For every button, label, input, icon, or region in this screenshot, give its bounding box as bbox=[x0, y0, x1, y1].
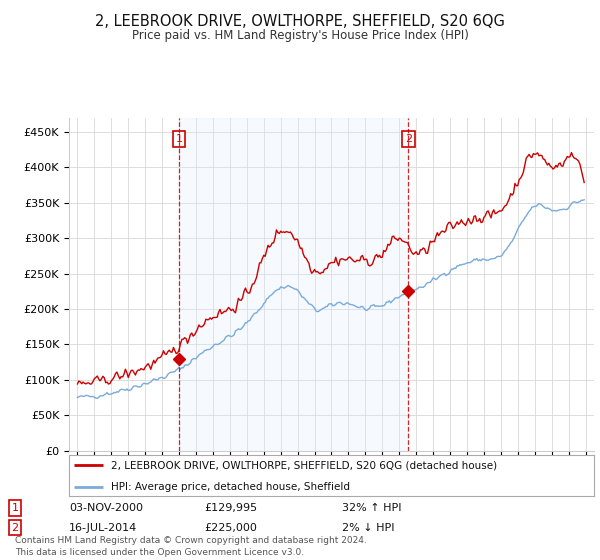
Text: 2: 2 bbox=[405, 134, 412, 144]
Text: 32% ↑ HPI: 32% ↑ HPI bbox=[342, 503, 401, 513]
Text: 1: 1 bbox=[176, 134, 182, 144]
Text: Contains HM Land Registry data © Crown copyright and database right 2024.
This d: Contains HM Land Registry data © Crown c… bbox=[15, 536, 367, 557]
Text: £225,000: £225,000 bbox=[204, 522, 257, 533]
Text: 2, LEEBROOK DRIVE, OWLTHORPE, SHEFFIELD, S20 6QG (detached house): 2, LEEBROOK DRIVE, OWLTHORPE, SHEFFIELD,… bbox=[111, 460, 497, 470]
Text: 2: 2 bbox=[11, 522, 19, 533]
Bar bbox=[179, 118, 409, 451]
Text: 03-NOV-2000: 03-NOV-2000 bbox=[69, 503, 143, 513]
Text: 16-JUL-2014: 16-JUL-2014 bbox=[69, 522, 137, 533]
Text: HPI: Average price, detached house, Sheffield: HPI: Average price, detached house, Shef… bbox=[111, 482, 350, 492]
Text: £129,995: £129,995 bbox=[204, 503, 257, 513]
Text: 1: 1 bbox=[11, 503, 19, 513]
Text: Price paid vs. HM Land Registry's House Price Index (HPI): Price paid vs. HM Land Registry's House … bbox=[131, 29, 469, 42]
Text: 2, LEEBROOK DRIVE, OWLTHORPE, SHEFFIELD, S20 6QG: 2, LEEBROOK DRIVE, OWLTHORPE, SHEFFIELD,… bbox=[95, 14, 505, 29]
Text: 2% ↓ HPI: 2% ↓ HPI bbox=[342, 522, 395, 533]
